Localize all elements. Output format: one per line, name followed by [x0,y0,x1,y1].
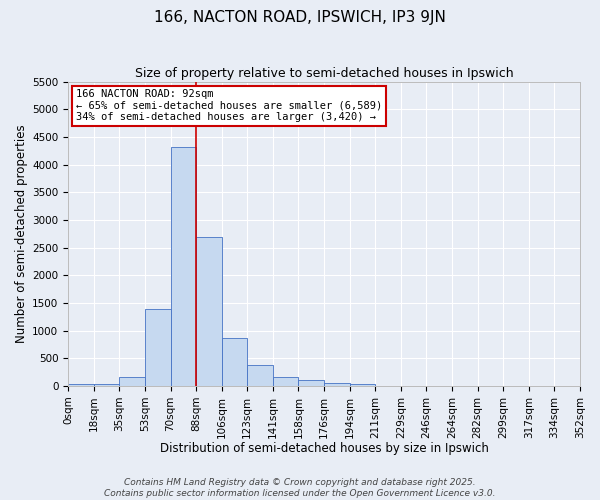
Bar [298,380,324,386]
Bar [247,365,273,386]
Bar [145,308,170,386]
Text: 166, NACTON ROAD, IPSWICH, IP3 9JN: 166, NACTON ROAD, IPSWICH, IP3 9JN [154,10,446,25]
Bar [94,384,119,386]
Y-axis label: Number of semi-detached properties: Number of semi-detached properties [15,124,28,343]
Bar [273,378,298,386]
Bar [324,382,350,386]
Bar [196,236,221,386]
Bar [221,338,247,386]
Bar [170,147,196,386]
Text: Contains HM Land Registry data © Crown copyright and database right 2025.
Contai: Contains HM Land Registry data © Crown c… [104,478,496,498]
Text: 166 NACTON ROAD: 92sqm
← 65% of semi-detached houses are smaller (6,589)
34% of : 166 NACTON ROAD: 92sqm ← 65% of semi-det… [76,90,382,122]
Title: Size of property relative to semi-detached houses in Ipswich: Size of property relative to semi-detach… [135,68,514,80]
Bar [68,384,94,386]
Bar [350,384,375,386]
Bar [119,378,145,386]
X-axis label: Distribution of semi-detached houses by size in Ipswich: Distribution of semi-detached houses by … [160,442,488,455]
